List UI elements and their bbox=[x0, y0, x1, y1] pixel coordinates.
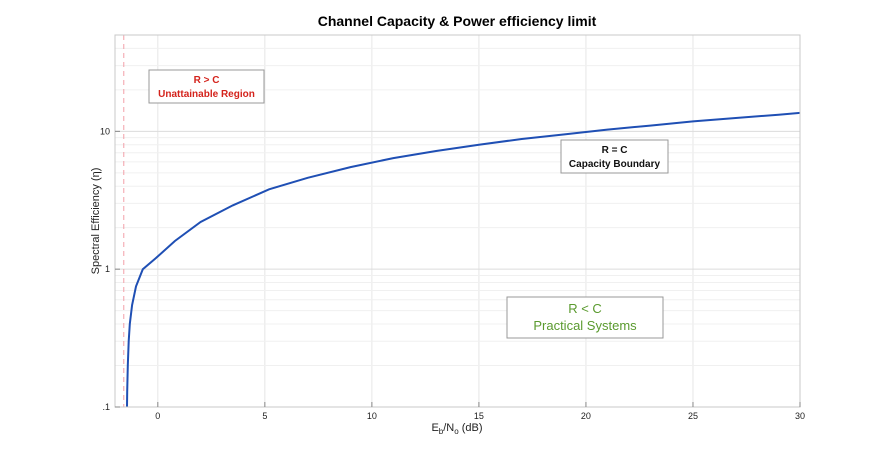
x-tick-label-25: 25 bbox=[688, 411, 698, 421]
x-label-unit: (dB) bbox=[459, 422, 483, 434]
chart-title: Channel Capacity & Power efficiency limi… bbox=[318, 13, 597, 29]
x-tick-label-5: 5 bbox=[262, 411, 267, 421]
annotation-boundary-line1: R = C bbox=[602, 145, 628, 156]
x-tick-label-20: 20 bbox=[581, 411, 591, 421]
x-label-sub-b: b bbox=[439, 427, 444, 436]
grid bbox=[115, 34, 801, 408]
y-axis-label: Spectral Efficiency (η) bbox=[90, 168, 102, 275]
annotation-practical-line2: Practical Systems bbox=[533, 318, 637, 333]
y-tick-label-10: 10 bbox=[100, 126, 110, 136]
x-axis-label: Eb/No (dB) bbox=[431, 422, 482, 436]
y-tick-label-1: 1 bbox=[105, 264, 110, 274]
annotation-boundary-line2: Capacity Boundary bbox=[569, 159, 661, 170]
annotation-unattainable: R > C Unattainable Region bbox=[148, 69, 265, 104]
x-tick-label-15: 15 bbox=[474, 411, 484, 421]
x-label-n: /N bbox=[443, 422, 454, 434]
y-ticks: .1 1 10 bbox=[100, 126, 120, 412]
x-tick-label-10: 10 bbox=[367, 411, 377, 421]
y-tick-label-.1: .1 bbox=[102, 402, 110, 412]
x-ticks: 0 5 10 15 20 25 30 bbox=[155, 402, 805, 421]
annotation-boundary: R = C Capacity Boundary bbox=[560, 139, 669, 174]
annotation-practical: R < C Practical Systems bbox=[506, 296, 664, 339]
annotation-unattainable-line1: R > C bbox=[194, 75, 220, 86]
x-tick-label-0: 0 bbox=[155, 411, 160, 421]
x-label-sub-o: o bbox=[454, 427, 459, 436]
x-tick-label-30: 30 bbox=[795, 411, 805, 421]
annotation-unattainable-line2: Unattainable Region bbox=[158, 89, 255, 100]
plot-frame bbox=[114, 34, 801, 408]
annotation-practical-line1: R < C bbox=[568, 301, 602, 316]
capacity-curve bbox=[126, 111, 801, 408]
x-label-e: E bbox=[431, 422, 438, 434]
